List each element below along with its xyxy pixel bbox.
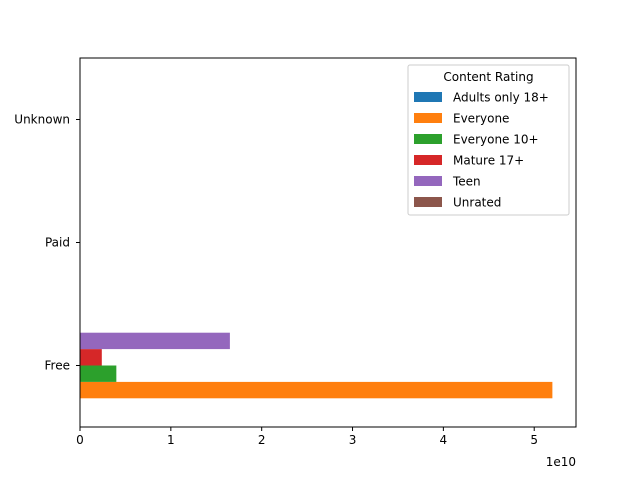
legend-swatch-everyone-10 [414,134,442,144]
legend-label-adults-only-18: Adults only 18+ [453,91,549,105]
y-tick-label-free: Free [45,359,70,373]
x-tick-label: 1 [167,433,175,447]
legend-swatch-unrated [414,197,442,207]
x-tick-label: 2 [258,433,266,447]
y-tick-label-paid: Paid [45,236,70,250]
bar-free-mature-17 [80,349,102,366]
bar-free-everyone-10 [80,365,117,382]
x-tick-label: 0 [76,433,84,447]
legend-swatch-adults-only-18 [414,92,442,102]
legend-label-teen: Teen [452,175,481,189]
x-tick-label: 4 [440,433,448,447]
legend: Content Rating Adults only 18+ Everyone Ev… [407,64,570,216]
legend-label-everyone: Everyone [453,112,509,126]
y-tick-label-unknown: Unknown [14,113,70,127]
x-tick-label: 3 [349,433,357,447]
legend-label-everyone-10: Everyone 10+ [453,133,539,147]
x-tick-label: 5 [530,433,538,447]
axes-layer: 0 1 2 3 4 5 Free Paid Unknown [14,57,577,447]
legend-frame [407,64,570,216]
legend-title: Content Rating [443,70,533,84]
bar-free-teen [80,332,230,350]
bars-layer [80,332,553,399]
legend-label-unrated: Unrated [453,196,501,210]
legend-swatch-mature-17 [414,155,442,165]
legend-swatch-teen [414,176,442,186]
bar-free-everyone [80,381,553,399]
legend-swatch-everyone [414,113,442,123]
x-axis-offset-label: 1e10 [546,455,576,469]
legend-label-mature-17: Mature 17+ [453,154,524,168]
